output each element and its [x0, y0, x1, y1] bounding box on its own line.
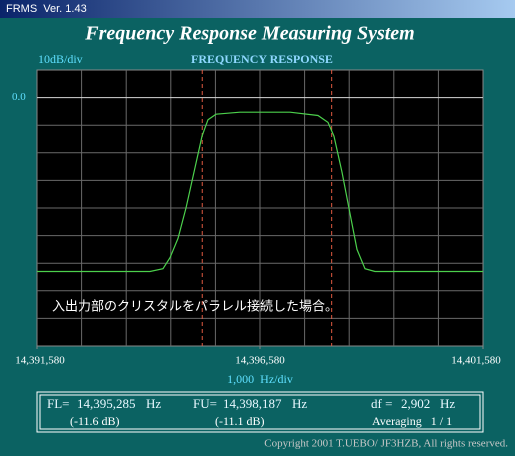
- readout-name: FL=: [47, 396, 70, 411]
- app-title: Frequency Response Measuring System: [84, 23, 414, 45]
- readout-name: df =: [371, 396, 392, 411]
- x-tick-label: 14,396,580: [235, 355, 285, 367]
- window-title: FRMS Ver. 1.43: [6, 3, 87, 15]
- readout-level: (-11.6 dB): [70, 414, 120, 428]
- readout-unit: Hz: [292, 396, 307, 411]
- readout-box: [36, 391, 484, 433]
- readout-value: 14,398,187: [223, 396, 282, 411]
- y-tick-label: 0.0: [12, 91, 26, 103]
- annotation: 入出力部のクリスタルをパラレル接続した場合。: [52, 299, 338, 315]
- copyright: Copyright 2001 T.UEBO/ JF3HZB, All right…: [264, 438, 508, 450]
- chart-title: FREQUENCY RESPONSE: [191, 52, 333, 66]
- readout-level: (-11.1 dB): [215, 414, 265, 428]
- readout-value: 14,395,285: [77, 396, 136, 411]
- x-axis-label: 1,000 Hz/div: [227, 372, 293, 386]
- readout-value: 2,902: [401, 396, 430, 411]
- readout-unit: Hz: [146, 396, 161, 411]
- x-tick-label: 14,391,580: [15, 355, 65, 367]
- readout-name: FU=: [193, 396, 217, 411]
- y-axis-label: 10dB/div: [38, 52, 83, 66]
- title-bar: [0, 0, 515, 18]
- readout-box-inner: [39, 394, 481, 430]
- averaging: Averaging 1 / 1: [372, 414, 452, 428]
- response-curve: [37, 111, 483, 273]
- readout-unit: Hz: [440, 396, 455, 411]
- x-tick-label: 14,401,580: [451, 355, 501, 367]
